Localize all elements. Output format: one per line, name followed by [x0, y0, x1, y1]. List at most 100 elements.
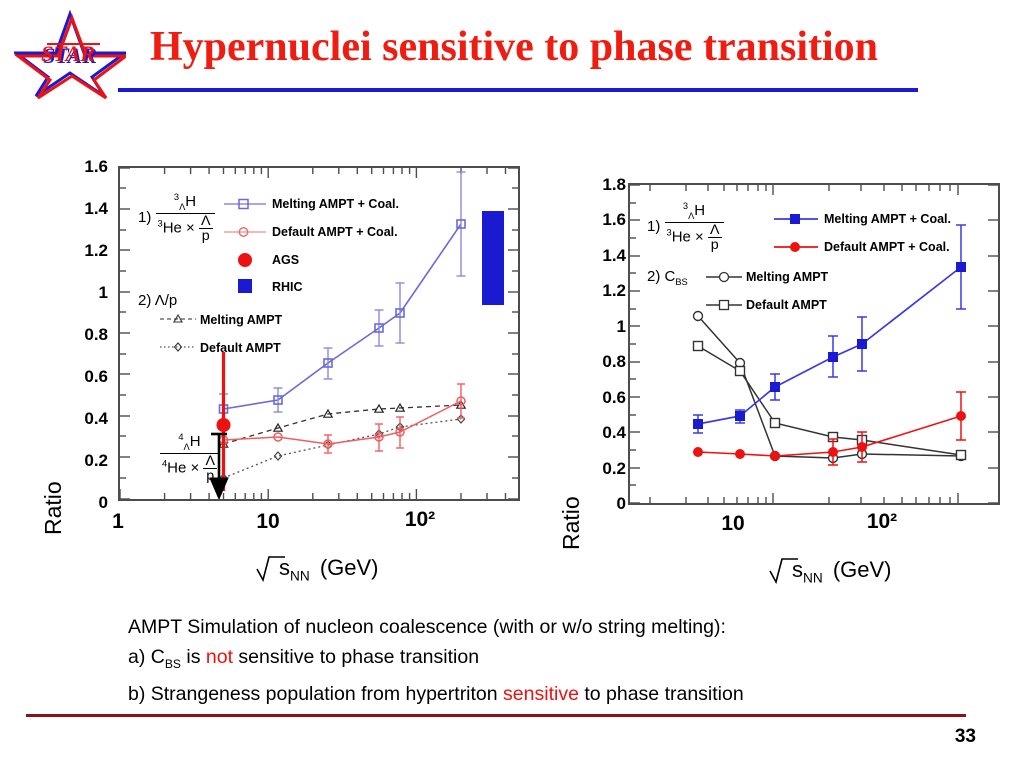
line3-a: b) Strangeness population from hypertrit…	[128, 682, 504, 705]
svg-text:STAR: STAR	[41, 41, 95, 66]
r-legend-row-melting-coal[interactable]	[774, 212, 818, 226]
item2-text: Λ/p	[154, 292, 178, 309]
right-legend-item2-label: 2) CBS	[647, 268, 688, 287]
r-legend-row-default-coal[interactable]	[774, 240, 818, 254]
series-r-melting-coal-errorbars	[693, 224, 966, 434]
right-chart-plot-area	[630, 185, 998, 503]
series-r-melting-coal-markers	[693, 262, 966, 429]
gev-unit: (GeV)	[319, 555, 379, 580]
r-item2-text: C	[664, 268, 676, 285]
line3-b: to phase transition	[578, 682, 744, 705]
title-underline	[118, 88, 918, 92]
r-lambda-num: Λ	[707, 221, 722, 238]
right-chart-xlabel: sNN (GeV)	[768, 555, 892, 585]
legend-row-melting-coal[interactable]	[224, 197, 266, 211]
sub-lambda2: Λ	[183, 442, 190, 452]
ytick-label: 1.6	[84, 157, 108, 176]
p-den: p	[201, 228, 210, 244]
left-chart: Ratio 1.6 1.4 1.2 1 0.8 0.6 0.4 0.2 0 1 …	[0, 155, 560, 585]
xtick-label: 10²	[404, 508, 436, 531]
lambda-num: Λ	[198, 212, 213, 229]
series-ags	[216, 352, 231, 491]
line3-red: sensitive	[503, 682, 579, 705]
left-chart-plot-area	[120, 168, 518, 499]
ytick-label: 0.4	[84, 409, 108, 428]
times-symbol2: ×	[190, 459, 200, 477]
legend-row-ags[interactable]	[224, 252, 266, 268]
r-legend-label-melting-coal: Melting AMPT + Coal.	[824, 212, 951, 226]
r-item2-prefix: 2)	[647, 268, 661, 285]
item1-prefix: 1)	[138, 209, 152, 227]
ytick-label: 0.2	[84, 451, 108, 470]
body-line-2: a) CBS is not sensitive to phase transit…	[128, 642, 948, 679]
ytick-label: 0	[98, 493, 108, 512]
r-legend-label-melting-ampt: Melting AMPT	[746, 270, 829, 284]
el-H2: H	[189, 433, 201, 450]
series-default-coal-errorbars	[324, 383, 465, 454]
legend-row-default-coal[interactable]	[224, 225, 266, 239]
legend-row-rhic[interactable]	[224, 278, 266, 294]
line2-b: is	[180, 646, 206, 668]
r-p-den: p	[710, 237, 719, 253]
series-default-ampt-markers	[219, 414, 466, 483]
gev-unit-r: (GeV)	[832, 557, 892, 582]
legend-row-melting-ampt[interactable]	[160, 313, 196, 325]
page-title: Hypernuclei sensitive to phase transitio…	[150, 24, 879, 70]
ytick-label: 1.6	[602, 210, 626, 229]
legend-row-default-ampt[interactable]	[160, 341, 196, 353]
ytick-label: 0.6	[84, 367, 108, 386]
legend-label-default-coal: Default AMPT + Coal.	[272, 225, 398, 239]
series-melting-coal-errorbars	[219, 171, 466, 426]
xtick-label: 10²	[866, 510, 898, 533]
left-chart-ylabel: Ratio	[40, 481, 66, 535]
ytick-label: 1.8	[602, 175, 626, 194]
sup-3b: 3	[157, 218, 163, 229]
sup-4: 4	[178, 432, 184, 442]
ytick-label: 0.6	[602, 388, 626, 407]
xtick-label: 10	[721, 512, 745, 535]
footer-rule	[26, 714, 966, 717]
times-symbol: ×	[186, 219, 195, 237]
r-el-He: He	[671, 228, 691, 246]
sub-lambda: Λ	[179, 202, 186, 212]
ytick-label: 0.4	[602, 423, 626, 442]
sqrt-s-symbol: s	[279, 555, 290, 580]
lambda-num2: Λ	[203, 452, 217, 469]
r-sup-3b: 3	[666, 227, 672, 238]
ytick-label: 0	[616, 494, 626, 513]
legend-label-rhic: RHIC	[272, 280, 303, 294]
item2-prefix: 2)	[138, 292, 152, 309]
series-melting-coal-line	[223, 223, 462, 410]
body-text: AMPT Simulation of nucleon coalescence (…	[128, 612, 948, 709]
star-logo-text: STAR	[43, 43, 97, 68]
r-legend-row-melting-ampt[interactable]	[706, 270, 742, 284]
body-line-1: AMPT Simulation of nucleon coalescence (…	[128, 616, 726, 638]
series-r-melting-ampt-line	[697, 315, 962, 459]
series-melting-ampt-markers	[218, 399, 467, 448]
legend-label-ags: AGS	[272, 253, 300, 267]
legend-label-melting-ampt: Melting AMPT	[200, 313, 283, 327]
r-legend-label-default-coal: Default AMPT + Coal.	[824, 240, 950, 254]
ytick-label: 1.2	[602, 281, 626, 300]
r-times: ×	[695, 228, 704, 246]
xtick-label: 10	[256, 510, 280, 533]
r-legend-row-default-ampt[interactable]	[706, 298, 742, 312]
line2-a: a) C	[128, 646, 165, 668]
body-line-3: b) Strangeness population from hypertrit…	[128, 679, 948, 709]
series-default-ampt-line	[223, 418, 462, 479]
ytick-label: 1.4	[84, 199, 108, 218]
ytick-label: 0.2	[602, 459, 626, 478]
star-logo: STAR STAR	[14, 8, 126, 100]
down-arrow-annotation	[209, 432, 229, 499]
r-sup-3: 3	[682, 201, 689, 211]
ytick-label: 0.8	[84, 325, 108, 344]
series-r-default-coal-line	[697, 415, 962, 457]
ytick-label: 1	[98, 283, 108, 302]
series-r-default-coal-markers	[693, 411, 966, 461]
series-melting-ampt-line	[223, 404, 462, 445]
ytick-label: 0.8	[602, 352, 626, 371]
ytick-label: 1.4	[602, 246, 626, 265]
